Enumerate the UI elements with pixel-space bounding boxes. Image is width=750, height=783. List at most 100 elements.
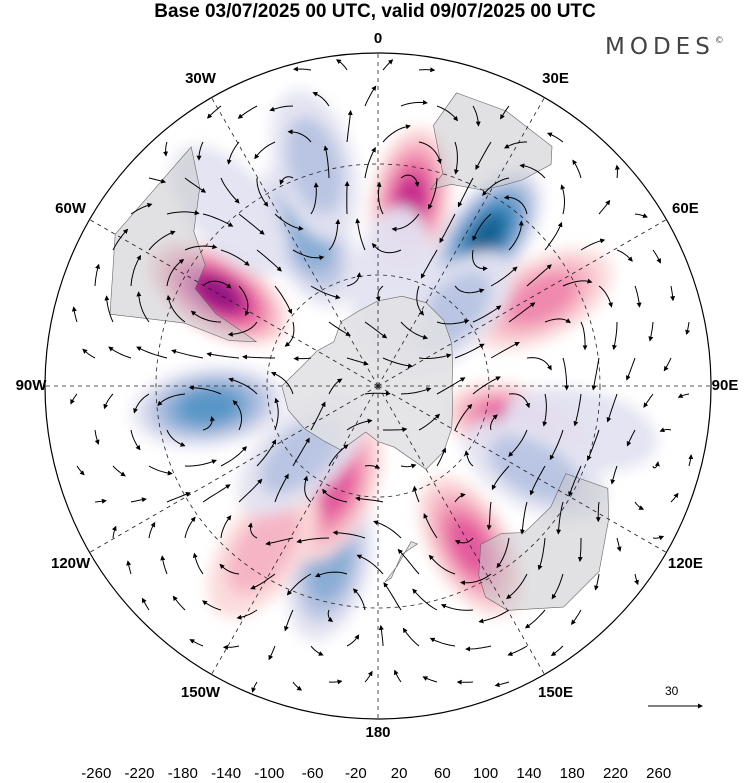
wind-vector — [250, 573, 276, 590]
wind-vector — [328, 444, 349, 467]
colorbar-tick: -220 — [124, 765, 155, 782]
lon-label-60e: 60E — [672, 199, 699, 217]
wind-vector — [312, 91, 330, 107]
wind-vector — [549, 429, 564, 461]
colorbar-tick: 20 — [390, 765, 408, 782]
wind-vector — [310, 182, 319, 215]
wind-vector — [562, 278, 593, 287]
wind-vector — [293, 356, 312, 362]
wind-vector — [251, 681, 258, 693]
wind-vector — [568, 465, 582, 497]
wind-vector — [219, 563, 240, 575]
wind-vector — [412, 588, 438, 611]
polar-map — [44, 52, 712, 720]
wind-vector — [652, 535, 665, 541]
wind-vector — [94, 263, 100, 287]
lon-label-90e: 90E — [711, 377, 739, 394]
wind-vector — [526, 357, 552, 371]
wind-vector — [314, 571, 348, 578]
wind-vector — [460, 573, 492, 586]
wind-vector — [220, 446, 247, 467]
wind-vector — [504, 141, 527, 149]
reference-vector-label: 30 — [665, 684, 679, 698]
wind-vector — [519, 501, 528, 535]
wind-vector — [160, 555, 168, 575]
wind-vector — [279, 176, 294, 185]
wind-vector — [327, 609, 334, 622]
wind-vector — [112, 465, 126, 477]
wind-vector — [206, 351, 240, 359]
wind-vector — [130, 429, 141, 451]
lon-label-120e: 120E — [667, 554, 703, 572]
wind-vector — [136, 291, 150, 323]
wind-vector — [256, 439, 277, 467]
wind-vector — [254, 141, 276, 160]
wind-vector — [171, 349, 204, 359]
wind-vector — [546, 132, 564, 143]
wind-vector — [436, 447, 447, 467]
lon-label-150w: 150W — [180, 684, 221, 702]
wind-vector — [76, 465, 85, 476]
wind-vector — [508, 393, 531, 409]
wind-vector — [364, 670, 373, 683]
lon-label-90w: 90W — [15, 377, 47, 394]
colorbar-tick: -60 — [301, 765, 324, 782]
wind-vector — [634, 285, 642, 308]
wind-vector — [157, 393, 186, 406]
wind-vector — [166, 294, 186, 323]
wind-vector — [287, 129, 312, 143]
map-boundary — [44, 52, 712, 720]
wind-vector — [508, 220, 524, 251]
wind-vector — [598, 285, 613, 308]
wind-vector — [551, 573, 564, 600]
wind-vector — [606, 393, 618, 423]
wind-vector — [373, 520, 402, 539]
wind-vector — [670, 285, 676, 302]
wind-vector — [190, 310, 222, 323]
wind-vector — [420, 249, 438, 279]
anomaly-contour — [177, 389, 241, 425]
wind-vector — [529, 465, 546, 496]
wind-vector — [220, 515, 232, 539]
wind-vector — [346, 634, 360, 647]
wind-vector — [440, 603, 474, 611]
wind-vector — [400, 174, 420, 188]
wind-vector — [130, 203, 153, 215]
wind-vector — [496, 537, 510, 569]
wind-vector — [418, 353, 452, 360]
graticule — [45, 53, 711, 719]
anomaly-contour — [506, 273, 577, 325]
wind-vector — [560, 184, 566, 215]
wind-vector — [472, 376, 501, 395]
wind-vector — [490, 342, 520, 359]
wind-vector — [166, 259, 185, 287]
new-zealand — [384, 541, 419, 583]
wind-vector — [148, 465, 173, 476]
wind-vector — [471, 249, 488, 272]
wind-vector — [196, 141, 204, 161]
wind-vector — [166, 492, 191, 503]
wind-vector — [238, 478, 263, 503]
anomaly-contour — [171, 145, 290, 276]
wind-vector — [400, 463, 417, 469]
wind-vector — [648, 321, 654, 342]
wind-vector — [382, 124, 411, 143]
colorbar-tick: 60 — [434, 765, 451, 782]
wind-vector — [423, 513, 438, 539]
wind-vector — [136, 346, 168, 359]
wind-vector — [375, 285, 384, 302]
wind-vector — [577, 538, 583, 562]
wind-vector — [436, 105, 459, 122]
wind-vector — [465, 645, 492, 652]
colorbar-tick: -100 — [254, 765, 285, 782]
wind-vector — [292, 66, 312, 72]
wind-vector — [268, 645, 276, 661]
wind-vector — [544, 221, 563, 251]
wind-vector — [542, 393, 548, 427]
wind-vector — [228, 377, 258, 395]
wind-vector — [371, 242, 402, 254]
wind-vector — [310, 645, 324, 656]
wind-vector — [292, 681, 303, 691]
wind-vector — [111, 525, 117, 539]
wind-vector — [616, 249, 633, 262]
